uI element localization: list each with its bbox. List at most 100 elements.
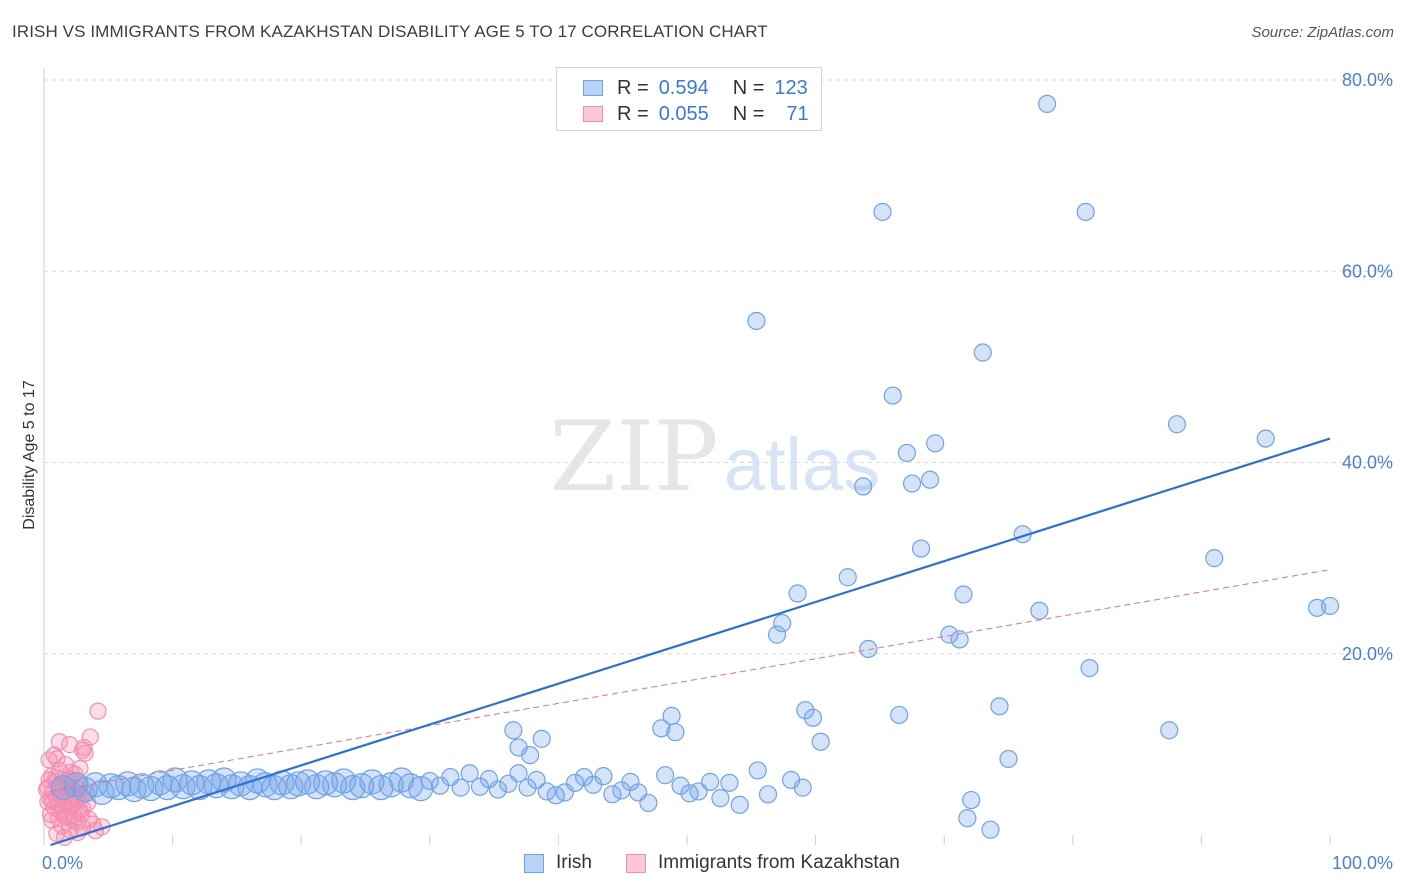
irish-point: [1167, 415, 1187, 434]
irish-point: [873, 202, 892, 222]
irish-point: [854, 477, 873, 496]
irish-point: [962, 790, 981, 810]
kazakhstan-point: [75, 738, 93, 757]
irish-point: [479, 769, 499, 789]
source-label: Source: ZipAtlas.com: [1251, 24, 1394, 41]
kazakhstan-point: [81, 728, 99, 746]
irish-point: [990, 697, 1009, 716]
irish-point: [911, 539, 931, 558]
irish-point: [758, 785, 778, 804]
kazakhstan-point: [89, 702, 107, 720]
irish-point: [767, 625, 787, 644]
legend: R = 0.594 N = 123 R = 0.055 N = 71: [556, 67, 822, 131]
irish-point: [603, 785, 622, 804]
irish-point: [1160, 721, 1179, 740]
kazakhstan-point: [40, 771, 58, 789]
irish-point: [747, 311, 766, 331]
irish-point: [950, 630, 969, 649]
irish-point: [954, 585, 973, 604]
irish-swatch: [583, 80, 603, 96]
kazakhstan-trend-line: [50, 569, 1331, 792]
legend-n-label: N =: [732, 102, 765, 125]
y-axis-label: Disability Age 5 to 17: [21, 380, 38, 530]
irish-point: [1256, 429, 1275, 448]
irish-point: [838, 568, 857, 587]
irish-point: [730, 795, 749, 814]
irish-point: [211, 767, 237, 793]
irish-point: [420, 771, 439, 791]
kazakhstan-point: [37, 780, 56, 799]
irish-point: [897, 443, 917, 463]
irish-point: [566, 773, 585, 792]
y-tick-label: 60.0%: [1342, 261, 1393, 281]
irish-point: [349, 773, 375, 799]
kazakhstan-point: [50, 733, 69, 751]
irish-point: [711, 789, 730, 808]
irish-point: [920, 470, 940, 489]
irish-point: [890, 705, 909, 725]
chart-title: IRISH VS IMMIGRANTS FROM KAZAKHSTAN DISA…: [12, 22, 768, 41]
legend-r-value: 0.594: [658, 76, 709, 99]
irish-point: [803, 708, 823, 727]
irish-point: [652, 719, 671, 738]
legend-n-value: 71: [786, 102, 809, 125]
irish-point: [532, 729, 551, 748]
irish-point: [1076, 202, 1095, 222]
irish-point: [859, 639, 878, 659]
legend-r-label: R =: [617, 102, 649, 125]
irish-point: [926, 434, 945, 453]
irish-point: [701, 772, 720, 791]
kazakhstan-swatch: [583, 106, 603, 122]
irish-point: [313, 770, 339, 796]
irish-point: [773, 614, 792, 633]
irish-point: [594, 767, 613, 786]
irish-point: [973, 343, 992, 362]
irish-trend-line: [50, 437, 1331, 847]
bottom-legend-irish: Irish: [524, 852, 592, 874]
irish-point: [1030, 601, 1049, 620]
irish-point: [981, 820, 1000, 839]
y-tick-label: 40.0%: [1342, 453, 1393, 473]
irish-point: [89, 779, 115, 806]
y-tick-label: 80.0%: [1342, 70, 1393, 90]
irish-point: [793, 778, 812, 797]
irish-point: [504, 721, 523, 740]
irish-point: [1080, 658, 1099, 678]
kazakhstan-point: [59, 797, 78, 815]
irish-point: [509, 764, 528, 783]
irish-point: [537, 782, 556, 801]
irish-point: [662, 706, 681, 726]
irish-point: [788, 584, 807, 603]
irish-point: [999, 749, 1018, 769]
kazakhstan-swatch: [626, 853, 646, 873]
irish-point: [1320, 596, 1340, 616]
watermark-atlas: atlas: [724, 423, 880, 506]
tick-labels: 20.0% 40.0% 60.0% 80.0% 0.0% 100.0%: [42, 70, 1393, 873]
bottom-legend-irish-label: Irish: [556, 852, 592, 873]
irish-point: [811, 732, 830, 751]
irish-point: [527, 770, 546, 790]
trend-lines: [50, 437, 1331, 847]
kazakhstan-point: [39, 793, 57, 811]
irish-point: [656, 766, 675, 785]
legend-n-label: N =: [732, 76, 765, 99]
irish-point: [748, 761, 767, 780]
x-tick-label: 0.0%: [42, 853, 83, 873]
irish-swatch: [524, 853, 544, 873]
bottom-legend-kaz: Immigrants from Kazakhstan: [626, 852, 900, 874]
kazakhstan-series: [37, 702, 111, 846]
irish-point: [340, 775, 366, 801]
kazakhstan-point: [76, 744, 94, 762]
irish-series: [50, 94, 1340, 839]
watermark-zip: ZIP: [549, 401, 718, 513]
irish-point: [680, 784, 699, 803]
legend-n-value: 123: [774, 76, 808, 99]
irish-point: [666, 723, 685, 742]
irish-point: [902, 474, 922, 493]
irish-point: [639, 793, 658, 813]
y-tick-label: 20.0%: [1342, 644, 1393, 664]
legend-row-irish: R = 0.594 N = 123: [557, 74, 808, 102]
kazakhstan-point: [48, 750, 66, 768]
irish-point: [1037, 94, 1057, 114]
